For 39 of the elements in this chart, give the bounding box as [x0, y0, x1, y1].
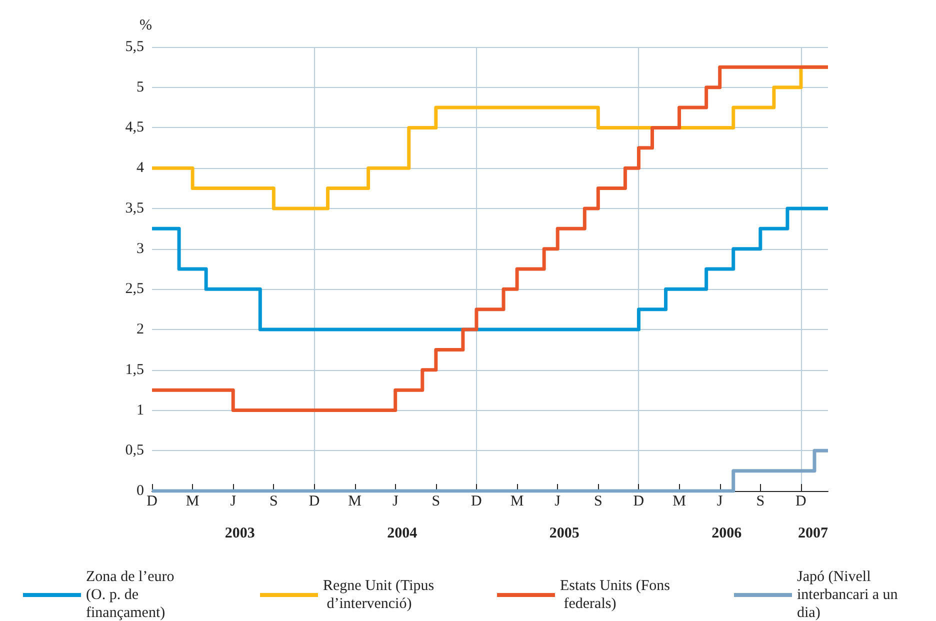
y-tick-label: 5 — [136, 79, 144, 96]
y-tick-label: 4,5 — [125, 120, 144, 136]
x-tick-label: D — [796, 494, 807, 510]
y-tick-label: 5,5 — [125, 39, 144, 55]
x-tick-label: M — [348, 494, 362, 510]
x-tick-label: M — [186, 494, 200, 510]
x-tick-label: D — [308, 494, 320, 510]
y-axis-title: % — [140, 18, 152, 34]
y-tick-label: 1,5 — [125, 362, 144, 378]
x-tick-label: M — [672, 494, 686, 510]
x-tick-label: D — [471, 494, 482, 510]
text: 2004 — [387, 526, 418, 542]
legend-label: Regne Unit (Tipus d’intervenció) — [323, 578, 434, 612]
x-tick-label: D — [633, 494, 644, 510]
x-tick-label: J — [716, 494, 723, 510]
y-tick-label: 4 — [136, 160, 144, 176]
legend-label: Zona de l’euro (O. p. de finançament) — [86, 569, 178, 621]
y-tick-label: 0 — [136, 483, 144, 499]
y-tick-label: 2 — [136, 322, 144, 338]
y-tick-label: 3 — [136, 240, 144, 257]
y-tick-label: 3,5 — [125, 200, 144, 216]
x-tick-label: J — [392, 494, 398, 510]
x-tick-label: S — [756, 494, 765, 510]
x-tick-label: M — [510, 494, 524, 510]
text: 2005 — [549, 526, 580, 542]
x-tick-label: D — [146, 494, 158, 510]
x-tick-label: S — [270, 494, 278, 510]
text: 2007 — [798, 526, 828, 542]
x-tick-label: J — [230, 494, 236, 510]
legend-label: Japó (Nivell interbancari a un dia) — [797, 569, 902, 621]
x-tick-label: S — [594, 494, 602, 510]
text: 2006 — [712, 526, 742, 542]
y-tick-label: 0,5 — [125, 442, 144, 459]
x-tick-label: S — [432, 494, 440, 510]
x-tick-label: J — [554, 494, 561, 510]
text: 2003 — [224, 526, 255, 542]
legend-label: Estats Units (Fons federals) — [560, 578, 670, 612]
y-tick-label: 2,5 — [125, 281, 144, 298]
y-tick-label: 1 — [136, 402, 144, 418]
